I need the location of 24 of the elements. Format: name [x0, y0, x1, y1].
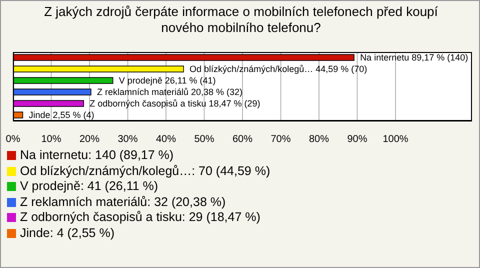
x-tick-label: 80%: [308, 134, 330, 146]
x-tick-label: 0%: [6, 134, 20, 146]
category-label: Od blízkých/známých/kolegů… 44,59 % (70): [190, 64, 368, 74]
chart-title: Z jakých zdrojů čerpáte informace o mobilních telefonech před koupí nového mobilního telefonu?: [43, 4, 439, 36]
legend-label: V prodejně: 41 (26,11 %): [20, 179, 158, 193]
x-tick-label: 60%: [232, 134, 253, 146]
legend-label: Od blízkých/známých/kolegů…: 70 (44,59 %): [20, 164, 270, 178]
category-label: Z odborných časopisů a tisku 18,47 % (29): [90, 98, 260, 109]
x-tick-label: 50%: [194, 134, 214, 146]
x-tick-label: 40%: [156, 134, 176, 146]
x-tick-label: 100%: [382, 134, 408, 146]
x-tick-label: 20%: [79, 134, 100, 146]
x-tick-label: 30%: [118, 134, 138, 146]
legend-label: Na internetu: 140 (89,17 %): [20, 148, 174, 162]
legend-label: Jinde: 4 (2,55 %): [20, 226, 114, 240]
legend-label: Z odborných časopisů a tisku: 29 (18,47 %): [20, 210, 260, 224]
x-tick-label: 10%: [41, 134, 62, 146]
category-label: V prodejně 26,11 % (41): [118, 76, 216, 86]
category-label: Jinde 2,55 % (4): [28, 110, 94, 120]
x-tick-label: 70%: [270, 134, 291, 146]
category-label: Na internetu 89,17 % (140): [360, 52, 468, 63]
category-label: Z reklamních materiálů 20,38 % (32): [96, 87, 243, 98]
legend-label: Z reklamních materiálů: 32 (20,38 %): [20, 194, 226, 208]
x-tick-label: 90%: [347, 134, 368, 146]
